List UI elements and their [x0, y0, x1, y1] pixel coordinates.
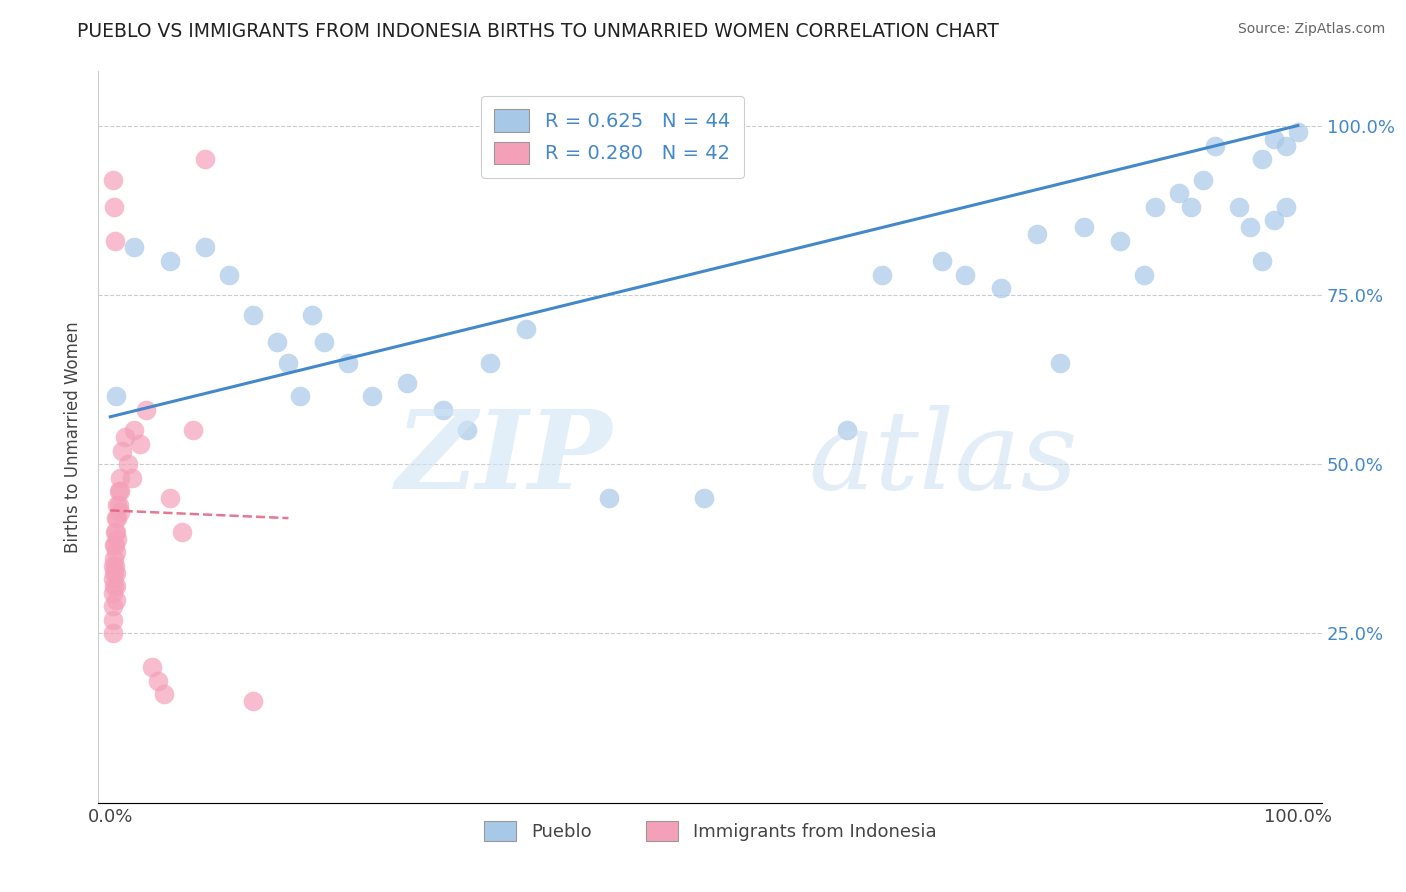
Point	[170, 524, 193, 539]
Point	[1049, 355, 1071, 369]
Point	[1275, 200, 1298, 214]
Point	[479, 355, 502, 369]
Point	[104, 234, 127, 248]
Point	[456, 423, 478, 437]
Point	[336, 355, 359, 369]
Point	[108, 484, 131, 499]
Point	[218, 268, 240, 282]
Point	[266, 335, 288, 350]
Point	[290, 389, 312, 403]
Point	[1227, 200, 1250, 214]
Point	[103, 566, 125, 580]
Point	[1168, 186, 1191, 201]
Point	[396, 376, 419, 390]
Y-axis label: Births to Unmarried Women: Births to Unmarried Women	[65, 321, 83, 553]
Point	[1275, 139, 1298, 153]
Point	[122, 240, 145, 254]
Point	[105, 524, 128, 539]
Text: ZIP: ZIP	[395, 405, 612, 513]
Point	[104, 524, 127, 539]
Point	[1239, 220, 1261, 235]
Point	[101, 626, 124, 640]
Point	[101, 558, 124, 573]
Point	[121, 471, 143, 485]
Point	[108, 471, 131, 485]
Point	[1073, 220, 1095, 235]
Point	[515, 322, 537, 336]
Point	[103, 552, 125, 566]
Point	[105, 566, 128, 580]
Point	[141, 660, 163, 674]
Point	[101, 172, 124, 186]
Point	[101, 572, 124, 586]
Point	[693, 491, 716, 505]
Point	[277, 355, 299, 369]
Point	[107, 498, 129, 512]
Point	[104, 558, 127, 573]
Point	[1263, 132, 1285, 146]
Point	[1132, 268, 1154, 282]
Point	[103, 538, 125, 552]
Point	[159, 491, 181, 505]
Point	[117, 457, 139, 471]
Point	[111, 443, 134, 458]
Point	[122, 423, 145, 437]
Point	[105, 579, 128, 593]
Point	[242, 308, 264, 322]
Point	[1025, 227, 1047, 241]
Point	[1204, 139, 1226, 153]
Point	[159, 254, 181, 268]
Point	[183, 423, 205, 437]
Point	[1251, 153, 1274, 167]
Point	[107, 484, 129, 499]
Point	[1144, 200, 1167, 214]
Point	[990, 281, 1012, 295]
Point	[312, 335, 335, 350]
Point	[107, 498, 129, 512]
Point	[242, 694, 264, 708]
Text: atlas: atlas	[808, 405, 1077, 513]
Legend: Pueblo, Immigrants from Indonesia: Pueblo, Immigrants from Indonesia	[477, 814, 943, 848]
Point	[103, 200, 125, 214]
Point	[1286, 125, 1309, 139]
Point	[101, 613, 124, 627]
Point	[1108, 234, 1130, 248]
Text: Source: ZipAtlas.com: Source: ZipAtlas.com	[1237, 22, 1385, 37]
Point	[129, 437, 152, 451]
Point	[194, 240, 217, 254]
Point	[360, 389, 382, 403]
Point	[1251, 254, 1274, 268]
Point	[105, 511, 128, 525]
Point	[105, 592, 128, 607]
Point	[301, 308, 323, 322]
Point	[955, 268, 977, 282]
Point	[103, 579, 125, 593]
Point	[146, 673, 169, 688]
Point	[104, 538, 127, 552]
Point	[107, 532, 129, 546]
Point	[931, 254, 953, 268]
Point	[107, 511, 129, 525]
Point	[135, 403, 157, 417]
Point	[114, 430, 136, 444]
Point	[101, 586, 124, 600]
Point	[835, 423, 858, 437]
Point	[598, 491, 620, 505]
Point	[152, 688, 174, 702]
Point	[432, 403, 454, 417]
Point	[101, 599, 124, 614]
Point	[194, 153, 217, 167]
Point	[108, 505, 131, 519]
Point	[870, 268, 893, 282]
Point	[1192, 172, 1215, 186]
Point	[1263, 213, 1285, 227]
Point	[105, 389, 128, 403]
Point	[105, 545, 128, 559]
Text: PUEBLO VS IMMIGRANTS FROM INDONESIA BIRTHS TO UNMARRIED WOMEN CORRELATION CHART: PUEBLO VS IMMIGRANTS FROM INDONESIA BIRT…	[77, 22, 1000, 41]
Point	[1180, 200, 1202, 214]
